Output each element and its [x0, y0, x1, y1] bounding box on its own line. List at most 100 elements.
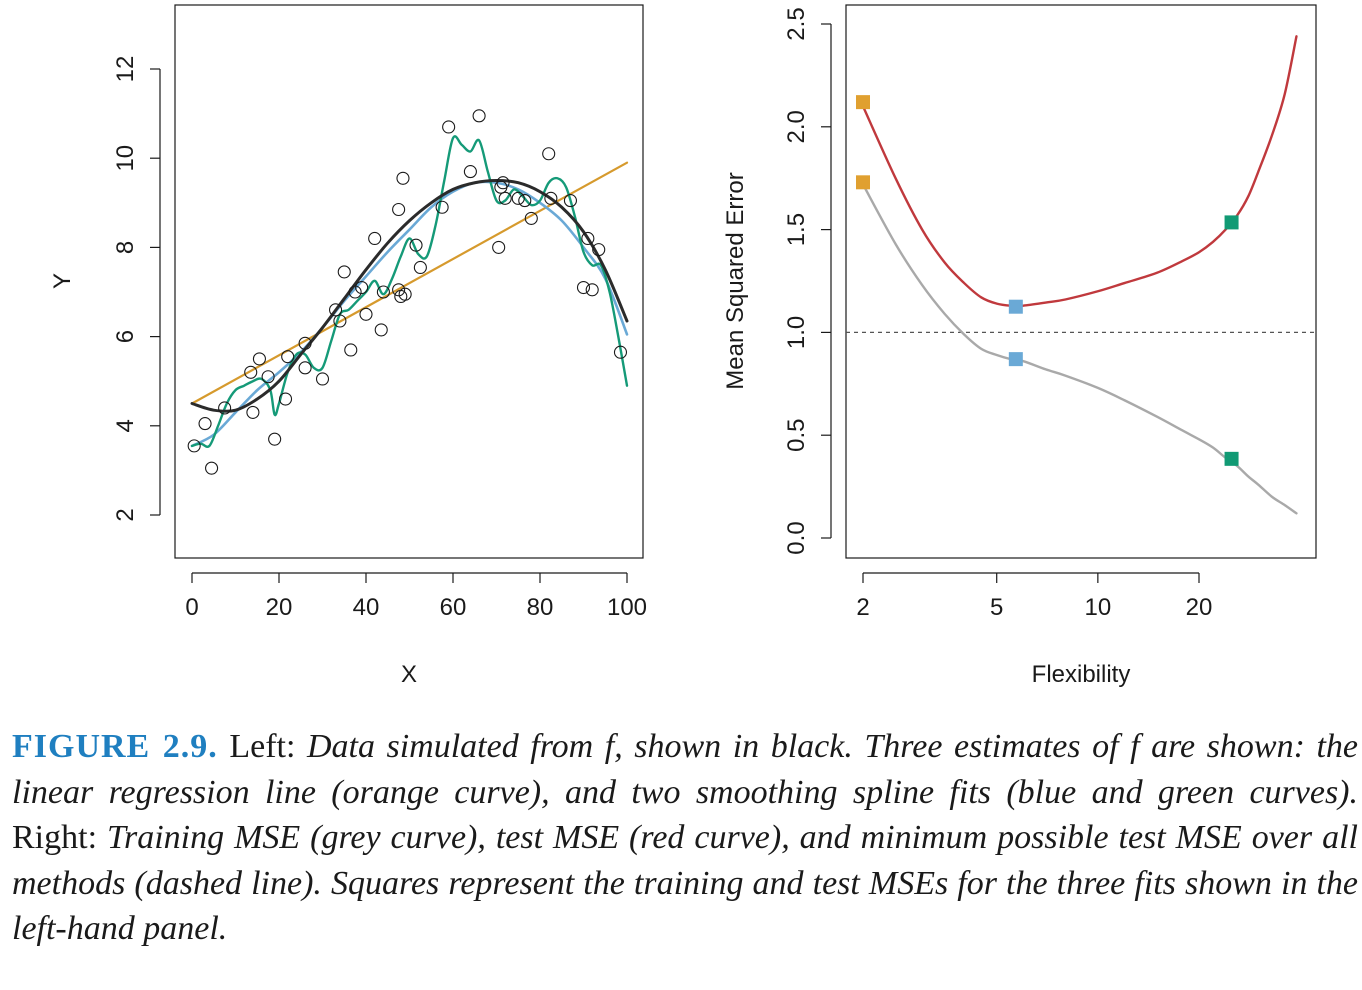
- right-axes: 2 5 10 20 0.0 0.5 1.0 1.5 2.0 2.5: [783, 7, 1212, 621]
- right-x-tick-label: 10: [1085, 594, 1112, 621]
- left-x-axis-label: X: [401, 661, 417, 688]
- left-data-point: [376, 285, 390, 299]
- right-test-mse-marker: [1008, 299, 1023, 314]
- left-data-point: [344, 343, 358, 357]
- right-panel: 2 5 10 20 0.0 0.5 1.0 1.5 2.0 2.5 Flexibility Mea…: [722, 4, 1317, 688]
- left-data-point: [463, 165, 477, 179]
- left-data-point: [187, 439, 201, 453]
- right-y-tick-label: 1.5: [783, 213, 810, 246]
- right-test-mse-marker: [1224, 215, 1239, 230]
- left-data-point: [585, 283, 599, 297]
- left-data-point: [496, 176, 510, 190]
- left-y-tick-label: 2: [112, 508, 139, 521]
- right-y-axis-label: Mean Squared Error: [722, 172, 749, 389]
- right-plot-frame: [845, 4, 1317, 559]
- right-series-training-mse: [861, 183, 1298, 515]
- left-axes: 0 20 40 60 80 100 2 4 6 8 10 12: [112, 56, 647, 621]
- right-training-mse-marker: [1008, 352, 1023, 367]
- right-x-axis-label: Flexibility: [1032, 661, 1131, 688]
- right-y-tick-label: 0.0: [783, 521, 810, 554]
- left-data-point: [333, 314, 347, 328]
- figure-canvas: 0 20 40 60 80 100 2 4 6 8 10 12 X Y 2 5 10 20 0.0 0.5 1.0…: [49, 4, 1317, 688]
- left-data-point: [563, 194, 578, 208]
- left-data-point: [328, 303, 343, 317]
- left-data-point: [281, 350, 295, 364]
- left-data-point: [337, 265, 351, 279]
- right-training-mse-marker: [1224, 451, 1239, 466]
- left-series-true-function: [190, 179, 629, 413]
- left-x-tick-label: 100: [607, 594, 647, 621]
- right-lines: [846, 35, 1316, 515]
- left-y-tick-label: 8: [112, 241, 139, 254]
- left-data-point: [396, 171, 410, 185]
- left-data-point: [348, 285, 362, 299]
- left-data-point: [518, 194, 532, 208]
- left-data-point: [398, 287, 412, 301]
- left-lines: [190, 135, 629, 448]
- left-data-point: [435, 200, 449, 214]
- left-data-point: [368, 231, 382, 246]
- left-x-tick-label: 20: [266, 594, 293, 621]
- left-data-point: [544, 191, 558, 205]
- right-test-mse-marker: [856, 95, 870, 110]
- left-data-point: [442, 120, 456, 134]
- left-data-point: [298, 336, 312, 350]
- left-data-point: [472, 109, 486, 123]
- left-series-linear-regression: [190, 161, 629, 405]
- left-data-point: [205, 461, 219, 475]
- left-series-smoothing-spline-blue: [190, 180, 629, 448]
- right-x-tick-label: 5: [990, 594, 1003, 621]
- left-data-point: [374, 323, 388, 337]
- left-data-point: [524, 211, 538, 225]
- left-y-tick-label: 6: [112, 330, 139, 343]
- right-markers: [856, 95, 1239, 466]
- left-data-point: [244, 365, 258, 379]
- left-data-point: [542, 147, 556, 161]
- left-data-point: [268, 432, 282, 446]
- left-data-point: [492, 240, 506, 254]
- left-data-point: [592, 243, 606, 257]
- left-data-point: [392, 283, 406, 297]
- left-data-point: [576, 280, 591, 295]
- right-y-tick-label: 1.0: [783, 316, 810, 349]
- figure-caption: FIGURE 2.9. Left: Data simulated from f,…: [12, 724, 1358, 952]
- right-x-tick-label: 20: [1186, 594, 1213, 621]
- caption-left-text: Data simulated from f, shown in black. T…: [12, 728, 1358, 811]
- left-data-point: [246, 405, 260, 419]
- left-y-tick-label: 12: [112, 56, 139, 83]
- left-data-point: [252, 352, 266, 366]
- right-y-tick-label: 2.0: [783, 110, 810, 143]
- left-data-point: [218, 401, 232, 415]
- left-data-point: [581, 231, 595, 246]
- right-y-tick-label: 2.5: [783, 7, 810, 40]
- right-training-mse-marker: [856, 175, 870, 190]
- left-data-point: [355, 280, 369, 295]
- right-series-test-mse: [861, 35, 1298, 308]
- left-x-tick-label: 0: [185, 594, 198, 621]
- left-points: [187, 109, 628, 475]
- left-x-tick-label: 80: [527, 594, 554, 621]
- caption-left-label: Left:: [217, 728, 307, 765]
- right-x-tick-label: 2: [856, 594, 869, 621]
- left-data-point: [198, 417, 212, 431]
- caption-right-label: Right:: [12, 819, 107, 856]
- left-data-point: [298, 361, 312, 375]
- left-y-axis-label: Y: [49, 273, 76, 289]
- left-plot-frame: [174, 4, 644, 559]
- left-data-point: [315, 372, 330, 386]
- left-data-point: [392, 202, 406, 217]
- left-data-point: [409, 238, 423, 252]
- left-y-tick-label: 10: [112, 145, 139, 172]
- left-x-tick-label: 60: [440, 594, 467, 621]
- figure-number: FIGURE 2.9.: [12, 728, 218, 765]
- left-data-point: [261, 370, 275, 384]
- left-data-point: [359, 307, 373, 321]
- caption-right-text: Training MSE (grey curve), test MSE (red…: [12, 819, 1358, 947]
- left-x-tick-label: 40: [353, 594, 380, 621]
- left-y-tick-label: 4: [112, 419, 139, 432]
- left-data-point: [511, 191, 525, 205]
- left-data-point: [613, 345, 628, 359]
- left-panel: 0 20 40 60 80 100 2 4 6 8 10 12 X Y: [49, 4, 647, 688]
- left-data-point: [413, 260, 427, 275]
- right-y-tick-label: 0.5: [783, 419, 810, 452]
